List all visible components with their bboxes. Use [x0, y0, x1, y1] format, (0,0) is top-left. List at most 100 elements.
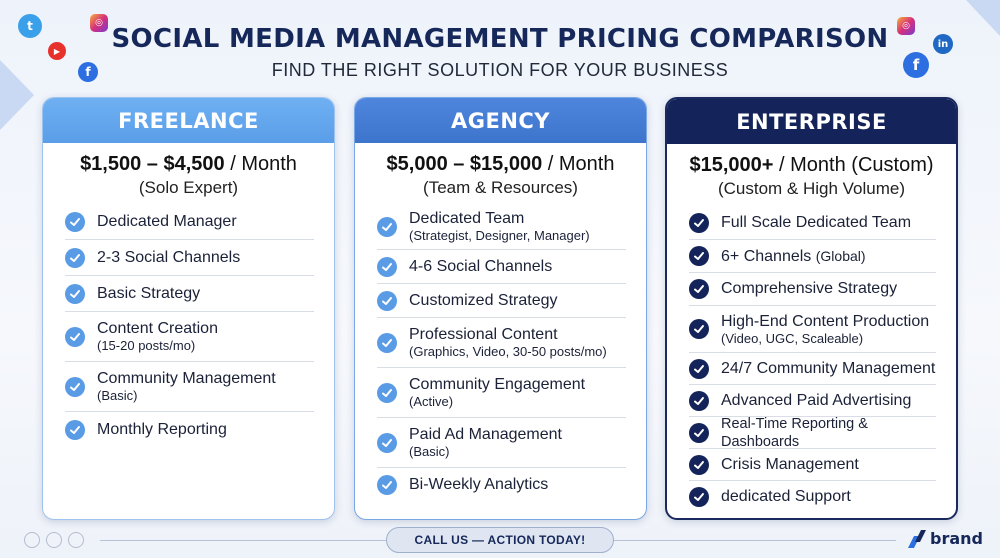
- decor-triangle-left: [0, 60, 34, 130]
- feature-item: Content Creation (15-20 posts/mo): [65, 312, 314, 362]
- footer-divider-right: [614, 540, 896, 541]
- feature-list: Dedicated Manager 2-3 Social Channels Basi…: [65, 204, 314, 448]
- feature-label: 24/7 Community Management: [721, 359, 936, 377]
- plan-card-freelance: FREELANCE $1,500 – $4,500 / Month (Solo …: [42, 97, 335, 520]
- feature-item: Paid Ad Management (Basic): [377, 418, 626, 468]
- feature-item: 24/7 Community Management: [689, 353, 936, 385]
- twitter-icon: [68, 532, 84, 548]
- plan-note: (Team & Resources): [423, 178, 578, 197]
- feature-label: 6+ Channels (Global): [721, 247, 866, 265]
- feature-label: Dedicated Manager: [97, 212, 237, 230]
- feature-detail: (15-20 posts/mo): [97, 338, 196, 353]
- check-icon: [377, 216, 397, 237]
- check-icon: [65, 211, 85, 232]
- feature-label: High-End Content Production (Video, UGC, …: [721, 312, 930, 346]
- feature-item: Comprehensive Strategy: [689, 273, 936, 306]
- linkedin-icon: in: [933, 34, 953, 54]
- feature-item: 2-3 Social Channels: [65, 240, 314, 276]
- feature-item: Community Engagement (Active): [377, 368, 626, 418]
- facebook-icon: [24, 532, 40, 548]
- feature-label: Customized Strategy: [409, 291, 558, 309]
- feature-label: Community Management (Basic): [97, 370, 276, 403]
- check-icon: [65, 376, 85, 397]
- check-icon: [377, 332, 397, 353]
- plan-note: (Custom & High Volume): [717, 179, 906, 198]
- feature-label: Advanced Paid Advertising: [721, 391, 912, 409]
- brand-mark-icon: [908, 529, 926, 548]
- instagram-icon: [46, 532, 62, 548]
- page-subtitle: FIND THE RIGHT SOLUTION FOR YOUR BUSINES…: [271, 60, 729, 80]
- check-icon: [689, 390, 709, 411]
- feature-detail: (Graphics, Video, 30-50 posts/mo): [409, 344, 607, 359]
- check-icon: [65, 283, 85, 304]
- check-icon: [377, 475, 397, 495]
- feature-label: dedicated Support: [721, 488, 851, 505]
- feature-detail: (Basic): [409, 444, 450, 459]
- feature-label: Professional Content (Graphics, Video, 30…: [409, 326, 607, 359]
- footer-divider-left: [100, 540, 386, 541]
- plan-name: FREELANCE: [43, 98, 334, 143]
- plan-name: ENTERPRISE: [667, 99, 956, 144]
- feature-detail: (Video, UGC, Scaleable): [721, 330, 864, 346]
- feature-label: 4-6 Social Channels: [409, 257, 553, 275]
- check-icon: [689, 213, 709, 233]
- feature-item: Bi-Weekly Analytics: [377, 468, 626, 502]
- feature-label: Content Creation (15-20 posts/mo): [97, 320, 218, 353]
- check-icon: [689, 422, 709, 443]
- feature-detail: (Strategist, Designer, Manager): [409, 228, 590, 243]
- feature-label: Community Engagement (Active): [409, 376, 586, 409]
- feature-item: dedicated Support: [689, 481, 936, 513]
- feature-item: Dedicated Manager: [65, 204, 314, 240]
- decor-triangle-right: [966, 0, 1000, 36]
- check-icon: [689, 279, 709, 299]
- feature-item: Professional Content (Graphics, Video, 30…: [377, 318, 626, 368]
- check-icon: [65, 420, 85, 440]
- feature-label: Bi-Weekly Analytics: [409, 476, 549, 493]
- feature-item: Advanced Paid Advertising: [689, 385, 936, 417]
- plan-card-agency: AGENCY $5,000 – $15,000 / Month (Team & …: [354, 97, 647, 520]
- check-icon: [65, 247, 85, 268]
- feature-list: Dedicated Team (Strategist, Designer, Man…: [377, 204, 626, 502]
- check-icon: [65, 326, 85, 347]
- feature-label: Comprehensive Strategy: [721, 280, 898, 297]
- feature-label: Real-Time Reporting & Dashboards: [721, 415, 868, 450]
- check-icon: [377, 382, 397, 403]
- feature-label: Full Scale Dedicated Team: [721, 214, 912, 231]
- feature-item: 6+ Channels (Global): [689, 240, 936, 273]
- facebook-icon: f: [903, 52, 929, 78]
- plan-name: AGENCY: [355, 98, 646, 143]
- feature-item: Basic Strategy: [65, 276, 314, 312]
- plan-note: (Solo Expert): [138, 178, 239, 197]
- check-icon: [689, 246, 709, 266]
- plan-price: $5,000 – $15,000 / Month: [386, 153, 615, 175]
- youtube-icon: ▶: [48, 42, 66, 60]
- feature-item: Full Scale Dedicated Team: [689, 207, 936, 240]
- instagram-icon: ◎: [90, 14, 108, 32]
- page-title: SOCIAL MEDIA MANAGEMENT PRICING COMPARIS…: [111, 24, 889, 54]
- feature-detail: (Basic): [97, 388, 138, 403]
- feature-item: Customized Strategy: [377, 284, 626, 318]
- feature-item: Dedicated Team (Strategist, Designer, Man…: [377, 204, 626, 250]
- check-icon: [377, 256, 397, 277]
- check-icon: [377, 432, 397, 453]
- feature-item: Crisis Management: [689, 449, 936, 481]
- call-us-button[interactable]: CALL US — ACTION TODAY!: [386, 527, 614, 553]
- check-icon: [689, 454, 709, 475]
- check-icon: [689, 358, 709, 379]
- footer-social-icons: [24, 532, 84, 548]
- plan-card-enterprise: ENTERPRISE $15,000+ / Month (Custom) (Cu…: [665, 97, 958, 520]
- feature-label: Monthly Reporting: [97, 421, 227, 438]
- feature-item: Community Management (Basic): [65, 362, 314, 412]
- check-icon: [689, 487, 709, 507]
- check-icon: [377, 290, 397, 311]
- feature-item: High-End Content Production (Video, UGC, …: [689, 306, 936, 353]
- plan-price: $1,500 – $4,500 / Month: [80, 153, 297, 175]
- instagram-icon: ◎: [897, 17, 915, 35]
- twitter-icon: t: [18, 14, 42, 38]
- feature-item: Monthly Reporting: [65, 412, 314, 448]
- feature-label: Paid Ad Management (Basic): [409, 426, 562, 459]
- feature-label: 2-3 Social Channels: [97, 248, 241, 266]
- feature-label: Basic Strategy: [97, 284, 201, 302]
- plan-price: $15,000+ / Month (Custom): [689, 154, 934, 176]
- check-icon: [689, 319, 709, 339]
